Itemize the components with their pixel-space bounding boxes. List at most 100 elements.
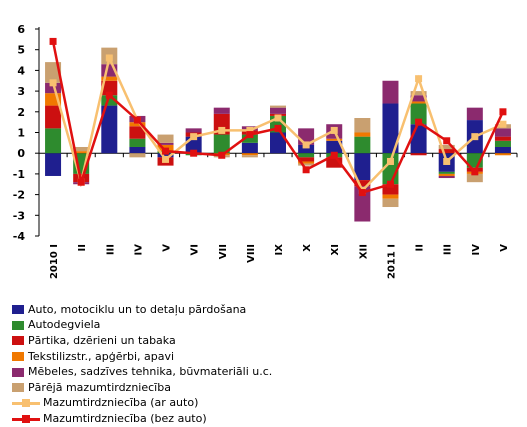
point-ar-auto — [415, 75, 423, 83]
bar-segment — [438, 173, 455, 176]
x-tick-label: IV — [133, 244, 144, 256]
bar-segment — [494, 128, 511, 137]
bar-segment — [410, 95, 427, 102]
point-ar-auto — [162, 155, 170, 163]
legend-swatch-partika — [12, 336, 24, 346]
legend-item-bez-auto: Mazumtirdzniecība (bez auto) — [12, 411, 512, 427]
point-bez-auto — [415, 118, 423, 126]
bar-segment — [129, 126, 146, 139]
bar-segment — [241, 153, 258, 156]
bar-segment — [298, 144, 315, 154]
bar-segment — [410, 91, 427, 96]
point-ar-auto — [274, 114, 282, 122]
legend: Auto, motociklu un to detaļu pārdošana A… — [12, 302, 512, 427]
point-bez-auto — [302, 166, 310, 174]
bar-segment — [213, 134, 230, 154]
legend-label-ar-auto: Mazumtirdzniecība (ar auto) — [43, 396, 199, 410]
bar-segment — [45, 82, 62, 94]
point-ar-auto — [443, 157, 451, 165]
legend-swatch-auto — [12, 305, 24, 315]
bar-segment — [45, 105, 62, 129]
bar-segment — [382, 80, 399, 104]
point-bez-auto — [77, 178, 85, 186]
x-tick-label: IV — [471, 244, 482, 256]
legend-line-ar-auto — [12, 397, 40, 409]
y-tick-label: 4 — [17, 64, 25, 77]
bar-segment — [129, 122, 146, 127]
bar-segment — [241, 155, 258, 158]
bar-segment — [45, 128, 62, 154]
legend-label-mebeles: Mēbeles, sadzīves tehnika, būvmateriāli … — [28, 365, 273, 379]
y-tick-label: 2 — [17, 106, 25, 119]
x-tick-label: 2010 I — [49, 244, 60, 279]
legend-item-partika: Pārtika, dzērieni un tabaka — [12, 333, 512, 349]
bar-segment — [438, 171, 455, 174]
legend-item-mebeles: Mēbeles, sadzīves tehnika, būvmateriāli … — [12, 364, 512, 380]
bar-segment — [73, 146, 90, 152]
bar-segment — [157, 134, 174, 143]
legend-swatch-pareja — [12, 383, 24, 393]
bar-segment — [326, 157, 343, 168]
bar-segment — [438, 149, 455, 154]
point-ar-auto — [105, 54, 113, 62]
x-tick-label: 2011 I — [386, 244, 397, 279]
bar-segment — [326, 138, 343, 141]
point-bez-auto — [133, 116, 141, 124]
point-bez-auto — [274, 124, 282, 132]
point-bez-auto — [246, 131, 254, 139]
bar-segment — [101, 80, 118, 96]
bar-segment — [101, 76, 118, 81]
legend-item-ar-auto: Mazumtirdzniecība (ar auto) — [12, 396, 512, 412]
point-bez-auto — [49, 37, 57, 45]
point-bez-auto — [218, 151, 226, 159]
bar-segment — [270, 132, 286, 154]
bar-segment — [185, 128, 202, 133]
bar-segment — [410, 103, 427, 125]
x-tick-label: V — [499, 244, 510, 252]
legend-item-autodegviela: Autodegviela — [12, 318, 512, 334]
point-bez-auto — [386, 180, 394, 188]
point-ar-auto — [218, 126, 226, 134]
point-bez-auto — [190, 149, 198, 157]
bar-segment — [129, 146, 146, 154]
point-ar-auto — [471, 133, 479, 141]
bar-segment — [382, 103, 399, 154]
bar-segment — [101, 95, 118, 106]
legend-label-autodegviela: Autodegviela — [28, 318, 101, 332]
bar-segment — [270, 105, 286, 108]
bar-segment — [354, 186, 371, 222]
bar-segment — [129, 153, 146, 158]
y-tick-label: 1 — [17, 127, 25, 140]
point-ar-auto — [302, 141, 310, 149]
bar-segment — [298, 157, 315, 162]
x-tick-label: VIII — [246, 244, 257, 263]
point-bez-auto — [105, 91, 113, 99]
point-bez-auto — [443, 137, 451, 145]
legend-label-pareja: Pārējā mazumtirdzniecība — [28, 380, 171, 394]
x-tick-label: IX — [274, 244, 285, 256]
bar-segment — [157, 153, 174, 158]
legend-item-auto: Auto, motociklu un to detaļu pārdošana — [12, 302, 512, 318]
legend-item-tekstil: Tekstilizstr., apģērbi, apavi — [12, 349, 512, 365]
y-tick-label: 3 — [17, 85, 25, 98]
legend-label-auto: Auto, motociklu un to detaļu pārdošana — [28, 302, 247, 316]
legend-swatch-autodegviela — [12, 320, 24, 330]
x-tick-label: VI — [190, 244, 201, 255]
point-bez-auto — [499, 108, 507, 116]
point-ar-auto — [386, 157, 394, 165]
point-bez-auto — [330, 151, 338, 159]
point-ar-auto — [246, 126, 254, 134]
y-tick-label: -3 — [13, 209, 25, 222]
bar-segment — [382, 184, 399, 195]
x-tick-label: XII — [358, 244, 369, 259]
x-tick-label: II — [415, 244, 426, 251]
bar-segment — [101, 105, 118, 154]
point-bez-auto — [162, 147, 170, 155]
bar-segment — [466, 107, 483, 121]
point-ar-auto — [49, 79, 57, 87]
bar-segment — [298, 163, 315, 166]
bar-segment — [241, 134, 258, 143]
x-tick-label: X — [302, 244, 313, 252]
legend-label-partika: Pārtika, dzērieni un tabaka — [28, 333, 176, 347]
